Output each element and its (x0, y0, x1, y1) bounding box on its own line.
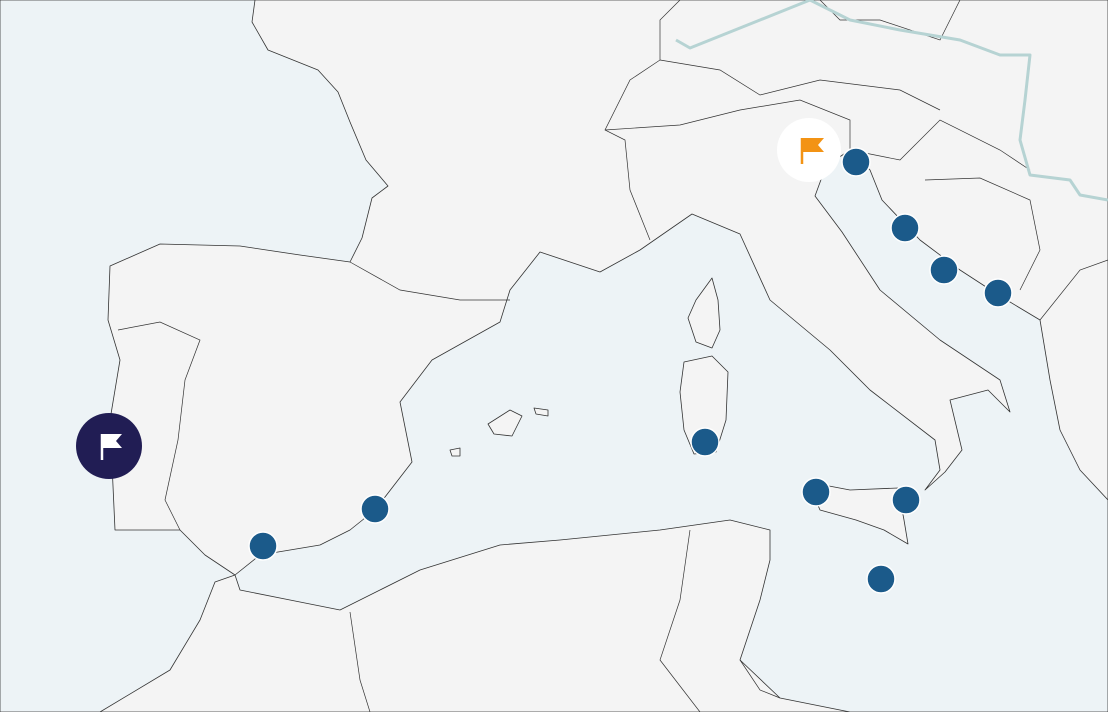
end-marker[interactable] (777, 118, 841, 182)
port-marker[interactable] (983, 278, 1013, 308)
port-marker[interactable] (929, 255, 959, 285)
port-marker[interactable] (360, 494, 390, 524)
port-marker[interactable] (866, 564, 896, 594)
port-markers (248, 147, 1013, 594)
flag-icon (803, 138, 824, 152)
country-border (849, 119, 1031, 171)
port-marker[interactable] (841, 147, 871, 177)
start-marker[interactable] (76, 413, 142, 479)
sardinia (679, 355, 729, 455)
ibiza (449, 447, 461, 457)
country-border (1039, 259, 1108, 321)
menorca (533, 407, 549, 417)
port-marker[interactable] (890, 213, 920, 243)
country-border (659, 59, 941, 111)
mallorca (487, 409, 523, 437)
flag-icon (103, 434, 122, 448)
port-marker[interactable] (248, 531, 278, 561)
country-border (924, 177, 1041, 291)
country-border (604, 0, 681, 241)
sicily (807, 481, 909, 545)
country-border (659, 529, 701, 712)
corsica (687, 277, 721, 349)
port-marker[interactable] (801, 477, 831, 507)
country-border (349, 611, 371, 712)
country-border (117, 321, 201, 531)
river (675, 0, 1108, 202)
country-border (349, 261, 510, 301)
country-border (739, 659, 781, 699)
port-marker[interactable] (891, 485, 921, 515)
atlantic-ocean (0, 0, 389, 712)
port-marker[interactable] (690, 427, 720, 457)
country-border (604, 99, 851, 150)
